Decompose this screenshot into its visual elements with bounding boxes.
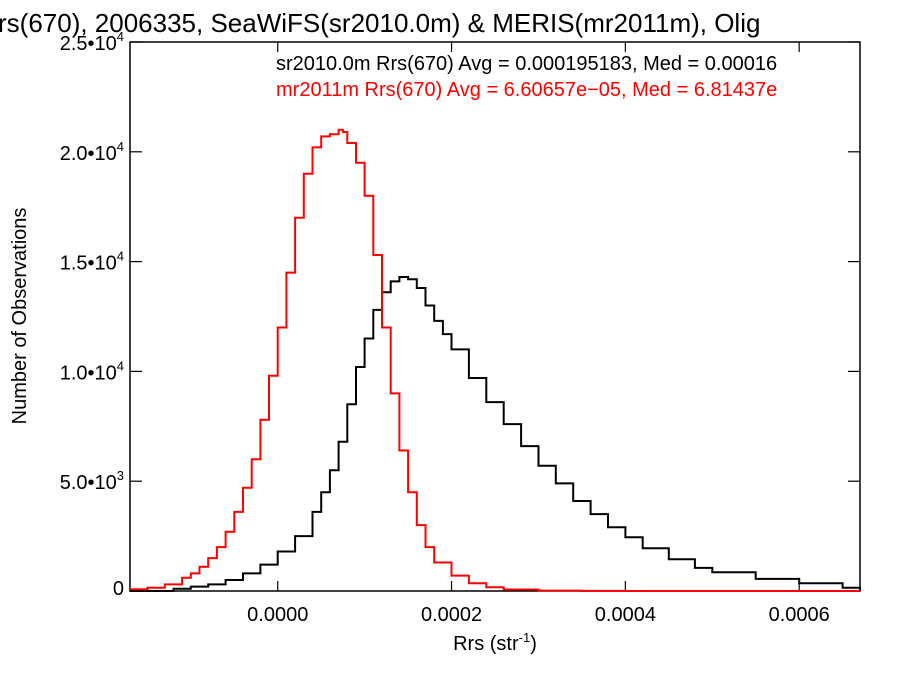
annotation-seawifs: sr2010.0m Rrs(670) Avg = 0.000195183, Me… xyxy=(276,53,777,75)
series-layer xyxy=(130,128,861,592)
y-tick-label: 1.0•104 xyxy=(60,358,124,384)
plot-frame xyxy=(129,41,861,592)
series-line-meris xyxy=(130,128,860,592)
y-tick-label: 0 xyxy=(113,578,124,600)
y-tick-label: 2.0•104 xyxy=(60,139,124,165)
x-tick-label: 0.0006 xyxy=(769,604,830,626)
y-axis-label: Number of Observations xyxy=(9,208,31,425)
y-tick-label: 2.5•104 xyxy=(60,29,124,55)
annotation-meris: mr2011m Rrs(670) Avg = 6.60657e−05, Med … xyxy=(276,79,777,101)
x-axis-ticks: 0.0000 0.0002 0.0004 0.0006 xyxy=(247,42,830,626)
x-tick-label: 0.0004 xyxy=(595,604,656,626)
y-tick-label: 1.5•104 xyxy=(60,249,124,275)
x-tick-label: 0.0002 xyxy=(421,604,482,626)
y-tick-label: 5.0•103 xyxy=(60,468,124,494)
x-tick-label: 0.0000 xyxy=(247,604,308,626)
chart-title: rs(670), 2006335, SeaWiFS(sr2010.0m) & M… xyxy=(0,8,760,38)
x-axis-label: Rrs (str-1) xyxy=(453,630,537,655)
y-axis-ticks: 0 5.0•103 1.0•104 1.5•104 2.0•104 2.5•104 xyxy=(60,29,860,600)
series-line-seawifs xyxy=(130,276,861,592)
